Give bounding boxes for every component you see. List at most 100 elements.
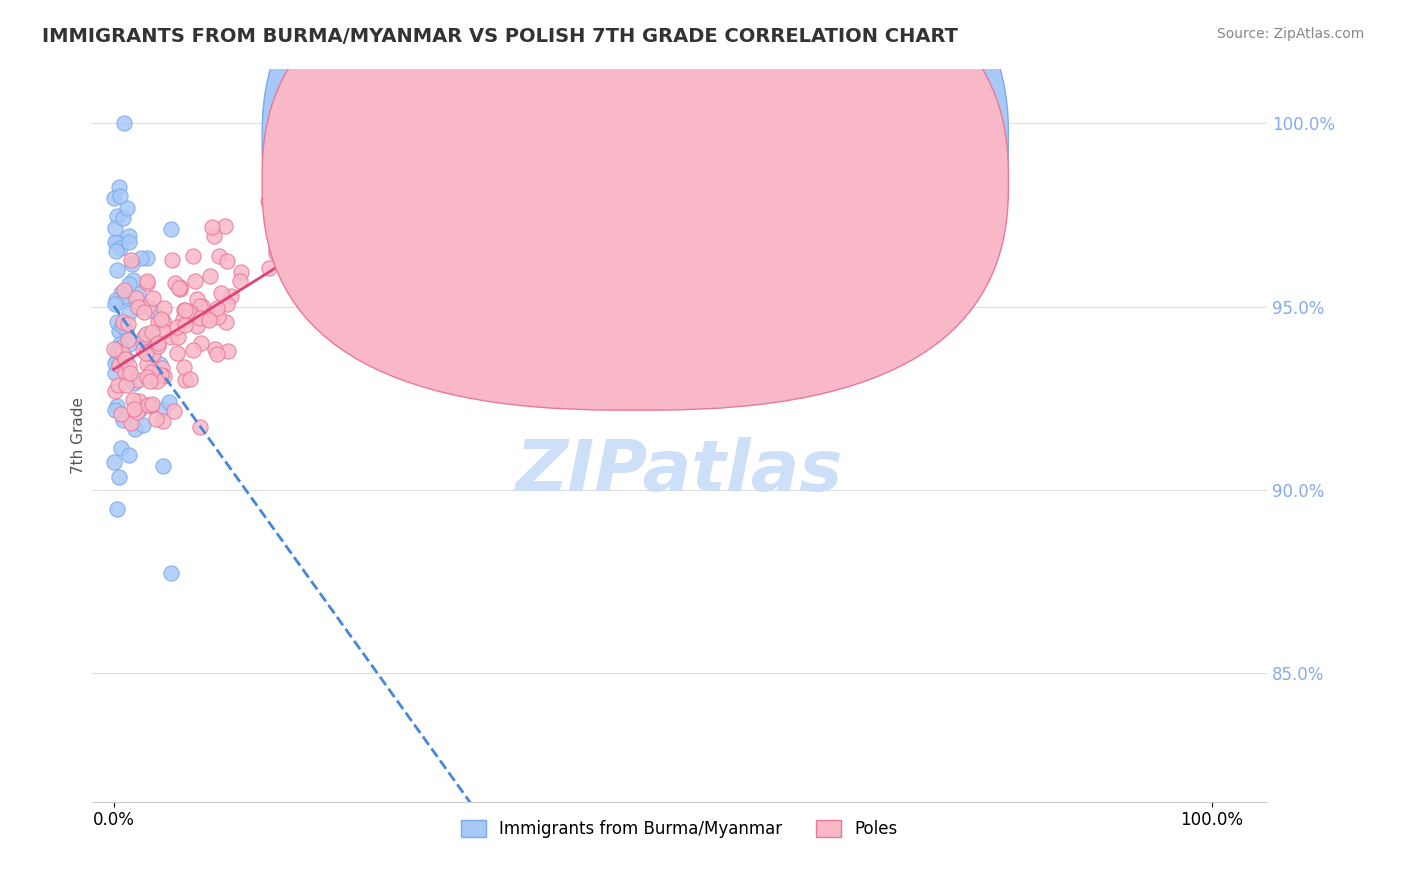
Point [108,470,131,484]
Point [115,291,138,305]
Point [209,286,232,301]
Point [114,323,136,337]
Point [201,220,224,235]
Point [139,399,162,413]
Point [111,346,134,360]
Point [292,170,315,185]
Point [104,235,127,249]
Point [121,416,143,430]
Point [136,398,159,412]
Point [166,320,188,334]
FancyBboxPatch shape [262,0,1008,369]
Point [494,175,516,189]
Point [181,248,204,262]
Point [134,330,156,344]
Point [128,403,150,417]
Point [257,260,280,275]
FancyBboxPatch shape [591,105,991,222]
Point [142,291,165,305]
Point [134,304,156,318]
Point [105,244,128,258]
Point [141,325,163,339]
Point [128,393,150,408]
Point [125,292,148,306]
Point [110,286,132,301]
Point [105,209,128,223]
Point [157,394,180,409]
Point [184,274,207,288]
Point [103,455,125,469]
Point [118,277,141,291]
Point [162,404,184,418]
Point [112,283,135,297]
Point [173,359,195,374]
Point [105,235,128,250]
Point [475,178,498,193]
Point [108,324,131,338]
Point [121,392,143,407]
Point [188,299,211,313]
Point [145,336,167,351]
Point [200,268,222,283]
Point [269,250,291,264]
Point [207,310,229,324]
Point [309,200,332,214]
Point [108,241,131,255]
Point [207,249,229,263]
Point [267,242,290,256]
Point [117,317,139,331]
Point [191,299,214,313]
Point [180,306,202,320]
Point [145,412,167,426]
Point [271,241,294,255]
Point [105,263,128,277]
Point [146,374,169,388]
Point [112,211,135,226]
Point [229,274,252,288]
Point [148,315,170,329]
Point [103,221,125,235]
Point [135,277,157,291]
Point [132,417,155,432]
Point [122,376,145,390]
Point [205,301,228,316]
Point [173,318,195,332]
Point [163,276,186,290]
Point [107,345,129,359]
Point [110,441,132,455]
Point [107,378,129,392]
Point [169,279,191,293]
Point [136,300,159,314]
Text: IMMIGRANTS FROM BURMA/MYANMAR VS POLISH 7TH GRADE CORRELATION CHART: IMMIGRANTS FROM BURMA/MYANMAR VS POLISH … [42,27,957,45]
Point [114,365,136,379]
Point [141,397,163,411]
Point [166,346,188,360]
Point [229,265,252,279]
Point [160,330,183,344]
Point [104,356,127,370]
Point [114,351,136,366]
Point [132,343,155,357]
Point [153,368,176,383]
Point [330,286,353,301]
Point [122,401,145,416]
Point [127,287,149,301]
Point [115,378,138,392]
Point [152,458,174,473]
Point [104,297,127,311]
Point [110,407,132,421]
Point [117,448,139,462]
Point [135,345,157,359]
Y-axis label: 7th Grade: 7th Grade [72,397,86,474]
Point [173,303,195,318]
Point [186,292,208,306]
Text: ZIPatlas: ZIPatlas [516,437,844,506]
Point [186,318,208,333]
Point [299,257,322,271]
Point [150,368,173,382]
Point [108,180,131,194]
Point [127,301,149,315]
Point [136,370,159,384]
Point [105,315,128,329]
Point [139,347,162,361]
